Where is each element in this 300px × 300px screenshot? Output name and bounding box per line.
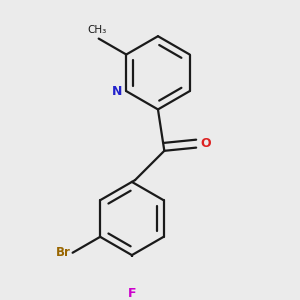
Text: N: N <box>112 85 122 98</box>
Text: F: F <box>128 287 136 300</box>
Text: Br: Br <box>56 246 71 259</box>
Text: CH₃: CH₃ <box>88 25 107 35</box>
Text: O: O <box>200 137 211 150</box>
